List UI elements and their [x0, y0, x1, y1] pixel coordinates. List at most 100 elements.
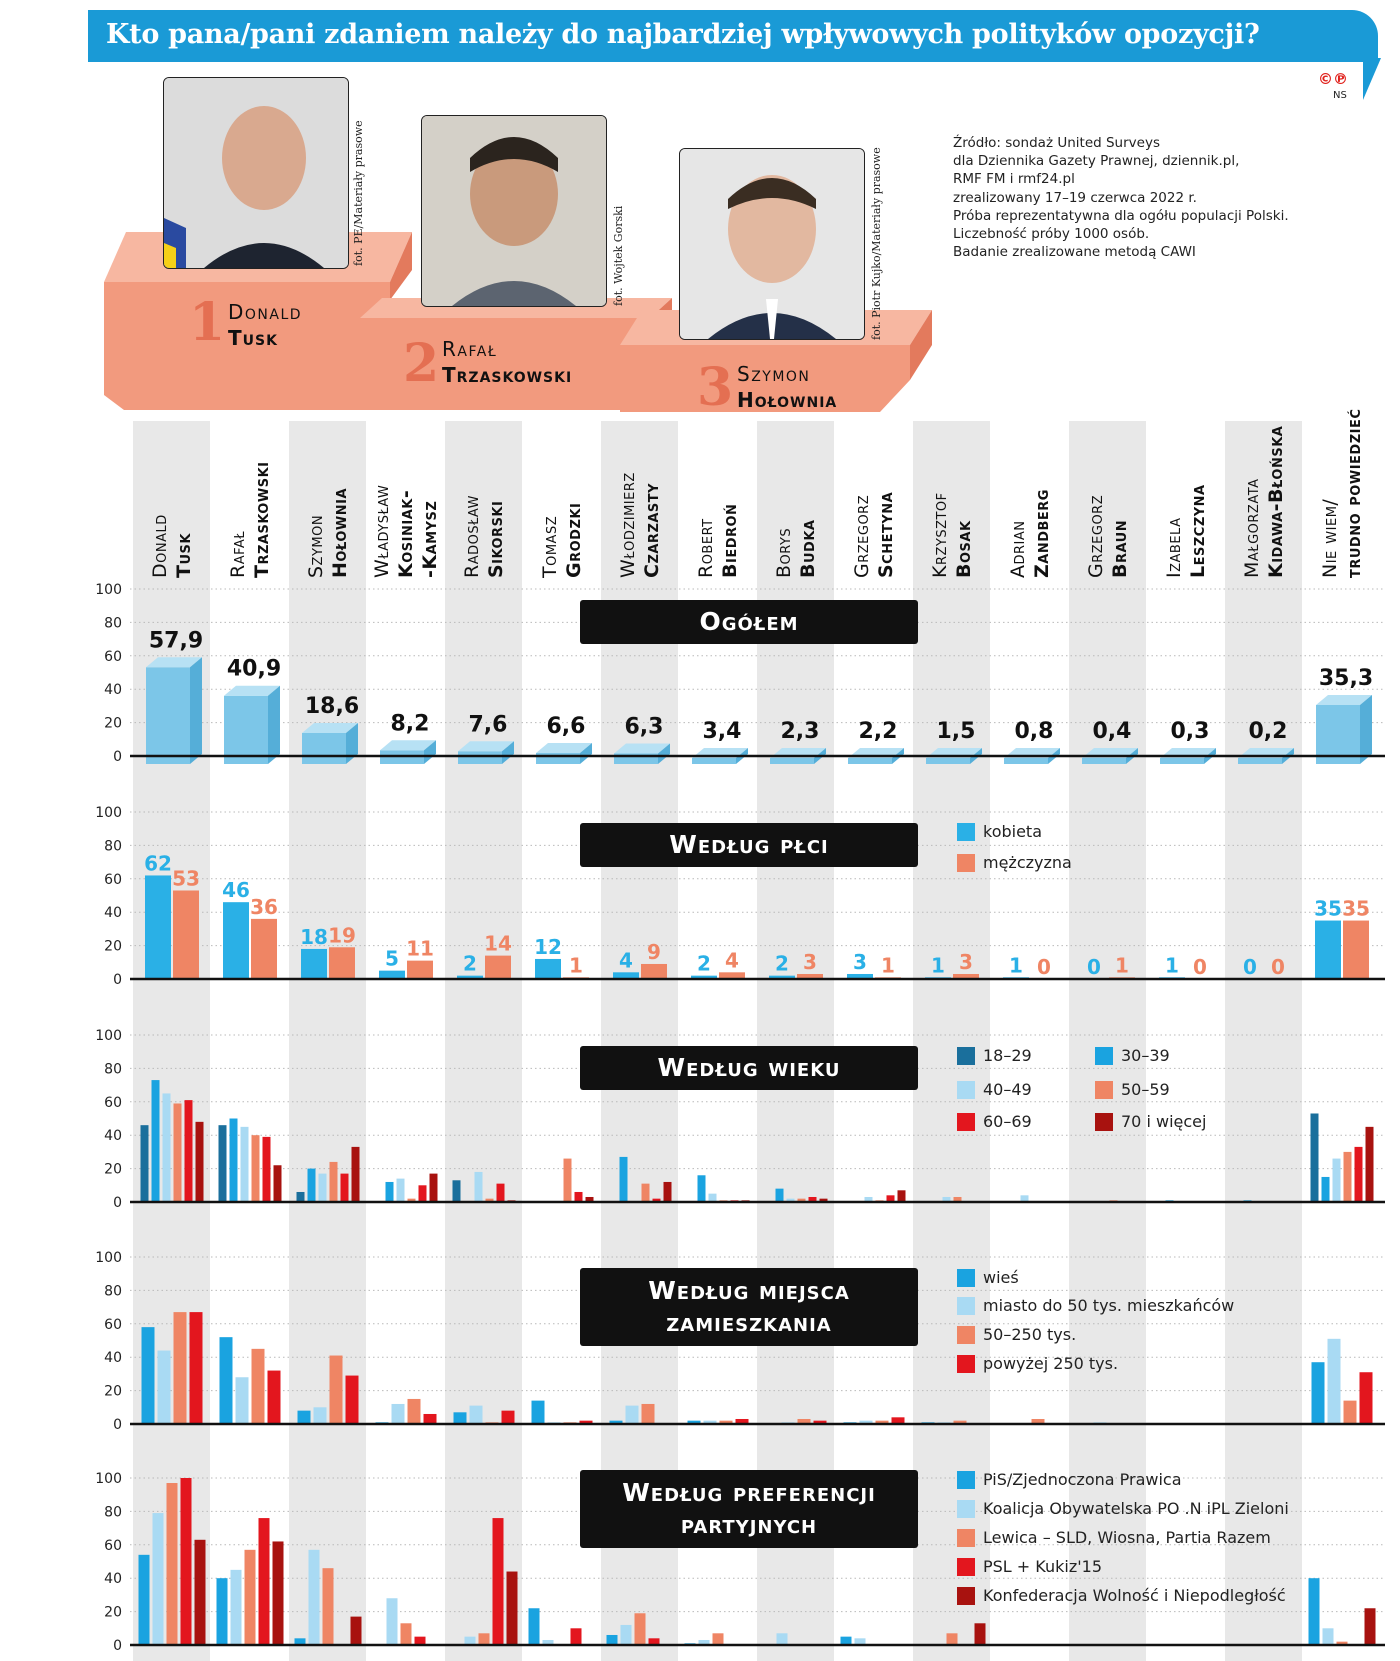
bar [296, 1191, 305, 1202]
bar [453, 1412, 467, 1424]
data-label: 62 [144, 851, 172, 875]
data-label: 0,4 [1093, 719, 1132, 744]
bar [1031, 1418, 1045, 1424]
bar [272, 1541, 284, 1645]
photo-trzaskowski [421, 115, 607, 307]
data-label: 3 [853, 950, 867, 974]
bar [712, 1633, 724, 1645]
bar-side [268, 685, 280, 764]
bar-front [1082, 758, 1126, 764]
bar [180, 1478, 192, 1645]
data-label: 6,3 [625, 714, 664, 739]
bar [708, 1193, 717, 1202]
portrait-icon [164, 78, 348, 268]
section-label-miejsce: Według miejsca zamieszkania [580, 1268, 918, 1346]
data-label: 18,6 [305, 694, 359, 719]
bar [1310, 1113, 1319, 1202]
bar [469, 1405, 483, 1424]
column-stripe [445, 421, 522, 1661]
bar [1343, 1400, 1357, 1424]
bar [251, 1348, 265, 1424]
y-tick-label: 0 [113, 1638, 122, 1654]
data-label: 2,3 [781, 719, 820, 744]
bar [457, 975, 483, 979]
bar [946, 1633, 958, 1645]
legend-label: wieś [983, 1268, 1019, 1287]
data-label: 57,9 [149, 628, 203, 653]
bar [1322, 1628, 1334, 1645]
bar [407, 1398, 421, 1424]
bar [223, 902, 249, 979]
bar [423, 1413, 437, 1424]
bar [897, 1190, 906, 1202]
data-label: 0 [1193, 955, 1207, 979]
y-tick-label: 40 [104, 1571, 122, 1587]
source-line: Źródło: sondaż United Surveys [953, 135, 1160, 151]
data-label: 14 [484, 932, 512, 956]
y-tick-label: 0 [113, 749, 122, 765]
data-label: 7,6 [469, 712, 508, 737]
data-label: 1 [881, 953, 895, 977]
bar [350, 1616, 362, 1645]
bar [244, 1549, 256, 1645]
bar [531, 1400, 545, 1424]
y-tick-label: 20 [104, 939, 122, 955]
column-stripe [1069, 421, 1146, 1661]
bar-front [458, 751, 502, 764]
source-line: Liczebność próby 1000 osób. [953, 226, 1150, 243]
data-label: 1 [1115, 953, 1129, 977]
column-stripe [133, 421, 210, 1661]
y-tick-label: 100 [95, 1028, 122, 1044]
bar [698, 1639, 710, 1645]
bar [625, 1405, 639, 1424]
y-tick-label: 100 [95, 1250, 122, 1266]
bar [414, 1636, 426, 1645]
bar [162, 1093, 171, 1202]
bar [1359, 1372, 1373, 1424]
bar [485, 955, 511, 979]
data-label: 1 [931, 953, 945, 977]
bar [663, 1181, 672, 1202]
bar [619, 1156, 628, 1202]
bar [864, 1196, 873, 1202]
section-label-plec: Według płci [580, 823, 918, 867]
bar [452, 1180, 461, 1202]
bar [379, 970, 405, 979]
bar [528, 1608, 540, 1645]
bar [230, 1569, 242, 1645]
data-label: 1,5 [937, 719, 976, 744]
bar-side [424, 740, 436, 764]
bar [579, 1420, 593, 1424]
podium-first-3: Szymon [737, 362, 811, 386]
publisher-logo: ©℗ [1318, 70, 1348, 88]
bar [407, 1198, 416, 1202]
bar [648, 1638, 660, 1645]
data-label: 40,9 [227, 657, 281, 682]
bar [329, 1161, 338, 1202]
legend-label: powyżej 250 tys. [983, 1354, 1119, 1373]
legend-label: Koalicja Obywatelska PO .N iPL Zieloni [983, 1499, 1289, 1518]
legend-label: kobieta [983, 822, 1043, 841]
y-tick-label: 40 [104, 682, 122, 698]
bar [173, 1312, 187, 1424]
podium-step-2-front [360, 318, 650, 410]
y-tick-label: 20 [104, 1384, 122, 1400]
bar [953, 1420, 967, 1424]
legend-swatch [957, 1471, 975, 1489]
y-tick-label: 40 [104, 905, 122, 921]
bar [1332, 1158, 1341, 1202]
column-stripe [1225, 421, 1302, 1661]
bar [216, 1578, 228, 1645]
data-label: 4 [619, 948, 633, 972]
podium-rank-2: 2 [403, 333, 440, 394]
photo-tusk [163, 77, 349, 269]
bar [1336, 1641, 1348, 1645]
legend-swatch [1095, 1081, 1113, 1099]
data-label: 36 [250, 895, 278, 919]
bar [808, 1196, 817, 1202]
bar-top [224, 685, 280, 696]
data-label: 3,4 [703, 719, 742, 744]
bar [140, 1125, 149, 1202]
bar-front [1004, 758, 1048, 764]
bar [294, 1638, 306, 1645]
